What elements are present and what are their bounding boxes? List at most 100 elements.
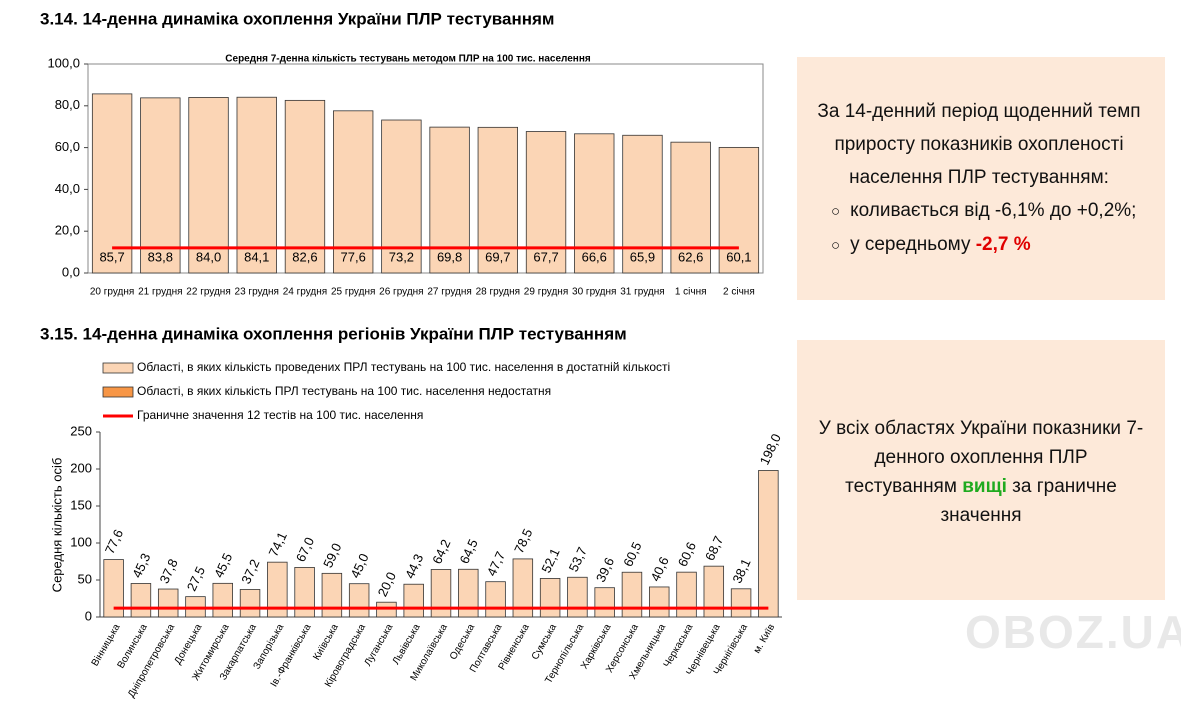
bar bbox=[239, 589, 261, 618]
y-tick-label: 0,0 bbox=[62, 264, 80, 279]
value-label: 67,7 bbox=[533, 249, 558, 264]
value-label: 77,6 bbox=[102, 527, 126, 556]
bar bbox=[730, 588, 752, 618]
value-label: 39,6 bbox=[593, 555, 617, 584]
x-tick-label: 23 грудня bbox=[235, 287, 279, 298]
x-tick-label: Київська bbox=[311, 622, 341, 662]
x-tick-label: 30 грудня bbox=[572, 287, 616, 298]
value-label: 66,6 bbox=[582, 249, 607, 264]
bar bbox=[621, 571, 643, 618]
bar bbox=[284, 99, 326, 274]
y-axis-label: Середня кількість осіб bbox=[49, 458, 64, 593]
bar bbox=[622, 134, 663, 274]
value-label: 27,5 bbox=[184, 564, 208, 593]
value-label: 52,1 bbox=[538, 546, 562, 575]
bar bbox=[130, 583, 152, 618]
heading: 3.15. 14-денна динаміка охоплення регіон… bbox=[40, 324, 627, 343]
note-text: У всіх областях України показники 7-денн… bbox=[818, 418, 1144, 497]
note-bullet: коливається від -6,1% до +0,2%; bbox=[831, 194, 1145, 228]
bar bbox=[103, 559, 124, 618]
y-tick-label: 100 bbox=[70, 534, 92, 549]
bar bbox=[157, 588, 179, 618]
x-tick-label: 20 грудня bbox=[90, 287, 134, 298]
value-label: 68,7 bbox=[702, 534, 726, 563]
x-tick-label: 26 грудня bbox=[379, 287, 423, 298]
value-label: 47,7 bbox=[484, 549, 508, 578]
x-tick-label: 22 грудня bbox=[186, 287, 230, 298]
legend-swatch bbox=[102, 362, 134, 374]
x-tick-label: 2 січня bbox=[723, 287, 755, 298]
value-label: 59,0 bbox=[320, 541, 344, 570]
value-label: 77,6 bbox=[341, 249, 366, 264]
bar bbox=[574, 133, 615, 274]
value-label: 198,0 bbox=[757, 431, 784, 467]
bar bbox=[236, 96, 277, 274]
y-tick-label: 60,0 bbox=[55, 139, 80, 154]
bar bbox=[333, 110, 374, 274]
bar bbox=[539, 578, 561, 618]
value-label: 64,2 bbox=[429, 537, 453, 566]
y-tick-label: 100,0 bbox=[47, 55, 80, 70]
x-tick-label: м. Київ bbox=[752, 622, 777, 655]
bar bbox=[594, 587, 615, 618]
value-label: 78,5 bbox=[511, 526, 535, 555]
value-label: 84,1 bbox=[244, 249, 269, 264]
note-bullet-text: коливається від -6,1% до +0,2%; bbox=[850, 200, 1137, 221]
bar bbox=[140, 97, 181, 274]
y-tick-label: 200 bbox=[70, 460, 92, 475]
bar bbox=[703, 565, 725, 618]
bar bbox=[512, 558, 534, 618]
bar bbox=[567, 576, 588, 618]
bar bbox=[294, 567, 315, 618]
bar bbox=[430, 569, 452, 618]
value-label: 45,5 bbox=[211, 551, 235, 580]
bar bbox=[758, 470, 779, 618]
heading: 3.14. 14-денна динаміка охоплення Україн… bbox=[40, 9, 555, 28]
value-label: 38,1 bbox=[729, 556, 753, 585]
bar bbox=[91, 93, 133, 274]
bar bbox=[321, 572, 343, 618]
x-tick-label: 21 грудня bbox=[138, 287, 182, 298]
value-label: 62,6 bbox=[678, 249, 703, 264]
value-label: 45,0 bbox=[347, 551, 371, 580]
value-label: 69,8 bbox=[437, 249, 462, 264]
bar bbox=[188, 97, 229, 274]
bar bbox=[649, 586, 670, 618]
value-label: 69,7 bbox=[485, 249, 510, 264]
value-label: 37,8 bbox=[156, 556, 180, 585]
chart-title: Середня 7-денна кількість тестувань мето… bbox=[225, 54, 591, 65]
value-label: 45,3 bbox=[129, 551, 153, 580]
value-label: 37,2 bbox=[238, 557, 262, 586]
value-label: 60,5 bbox=[620, 540, 644, 569]
y-tick-label: 20,0 bbox=[55, 223, 80, 238]
note-highlight: вищі bbox=[962, 476, 1007, 497]
value-label: 82,6 bbox=[292, 249, 317, 264]
value-label: 65,9 bbox=[630, 249, 655, 264]
value-label: 84,0 bbox=[196, 249, 221, 264]
value-label: 53,7 bbox=[566, 545, 590, 574]
y-tick-label: 40,0 bbox=[55, 181, 80, 196]
x-tick-label: 31 грудня bbox=[620, 287, 664, 298]
value-label: 64,5 bbox=[457, 537, 481, 566]
value-label: 40,6 bbox=[647, 554, 671, 583]
bar bbox=[485, 581, 506, 618]
value-label: 67,0 bbox=[293, 535, 317, 564]
y-tick-label: 0 bbox=[85, 608, 92, 623]
bar bbox=[670, 141, 711, 274]
x-tick-label: 24 грудня bbox=[283, 287, 327, 298]
bar bbox=[403, 583, 424, 618]
y-tick-label: 80,0 bbox=[55, 97, 80, 112]
note-bullet-text: у середньому bbox=[850, 234, 971, 255]
value-label: 60,1 bbox=[726, 249, 751, 264]
note-box: У всіх областях України показники 7-денн… bbox=[797, 340, 1165, 600]
x-tick-label: 27 грудня bbox=[427, 287, 471, 298]
bar bbox=[348, 583, 370, 618]
legend-label: Граничне значення 12 тестів на 100 тис. … bbox=[137, 408, 423, 422]
note-text: За 14-денний період щоденний темп прирос… bbox=[817, 101, 1141, 188]
bar bbox=[212, 582, 233, 618]
y-tick-label: 50 bbox=[78, 571, 92, 586]
note-bullet: у середньому -2,7 % bbox=[831, 228, 1145, 262]
y-tick-label: 150 bbox=[70, 497, 92, 512]
